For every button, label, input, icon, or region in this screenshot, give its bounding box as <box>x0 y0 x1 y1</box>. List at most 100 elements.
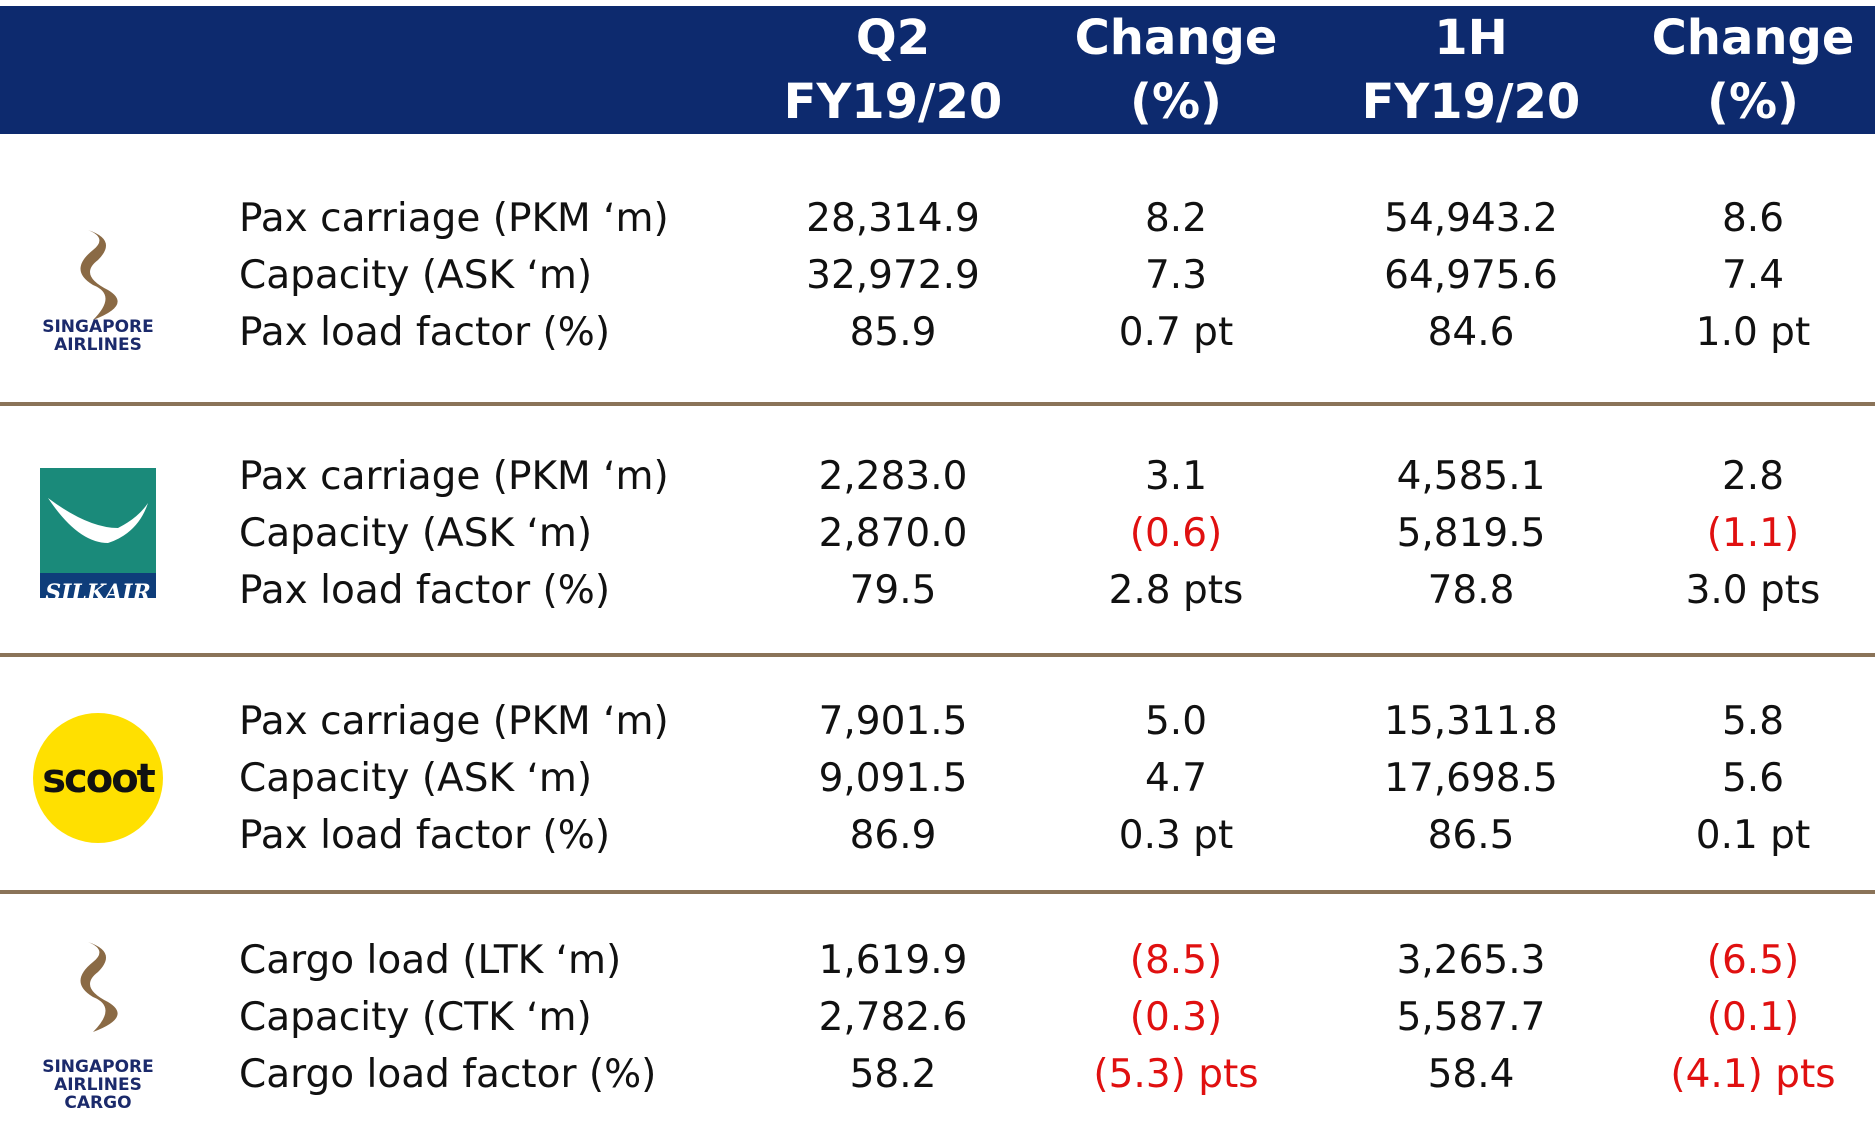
logo-graphic <box>33 713 163 843</box>
cell-value: 0.1 pt <box>1695 813 1811 858</box>
column-header-line: FY19/20 <box>783 74 1003 130</box>
row-label: Pax load factor (%) <box>239 310 611 355</box>
cell-value: 7.3 <box>1144 253 1208 298</box>
logo-text: AIRLINES <box>54 335 142 355</box>
cell-value: 1,619.9 <box>818 938 968 983</box>
column-header: Change (%) <box>1046 6 1306 134</box>
cell-value: 5.0 <box>1144 699 1208 744</box>
table-row: Pax load factor (%) 86.9 0.3 pt 86.5 0.1 pt <box>0 807 1875 864</box>
row-label: Cargo load factor (%) <box>239 1052 657 1097</box>
logo-text: SILKAIR <box>45 580 151 606</box>
row-label: Pax load factor (%) <box>239 568 611 613</box>
cell-value: 3,265.3 <box>1396 938 1546 983</box>
cell-value: 3.1 <box>1144 454 1208 499</box>
cell-value: 86.9 <box>849 813 937 858</box>
airline-logo: SILKAIR <box>18 448 178 619</box>
table-row: Pax carriage (PKM ‘m) 2,283.0 3.1 4,585.1 2.… <box>0 448 1875 505</box>
row-label: Capacity (ASK ‘m) <box>239 253 593 298</box>
cell-value: 4.7 <box>1144 756 1208 801</box>
airline-group: SILKAIR Pax carriage (PKM ‘m) 2,283.0 3.1 4,… <box>0 448 1875 619</box>
row-label: Capacity (ASK ‘m) <box>239 511 593 556</box>
cell-value: 8.2 <box>1144 196 1208 241</box>
logo-graphic <box>80 230 118 320</box>
cell-value: 5.6 <box>1721 756 1785 801</box>
cell-value: 5,587.7 <box>1396 995 1546 1040</box>
logo-text: SINGAPORE <box>42 1057 154 1077</box>
column-header-line: Change <box>1651 10 1855 66</box>
cell-value: 9,091.5 <box>818 756 968 801</box>
cell-value: 4,585.1 <box>1396 454 1546 499</box>
airline-logo: scoot <box>18 693 178 864</box>
logo-text: CARGO <box>64 1093 132 1113</box>
column-header-line: (%) <box>1707 74 1799 130</box>
cell-value: 1.0 pt <box>1695 310 1811 355</box>
logo-text: scoot <box>42 756 156 802</box>
cell-value: (6.5) <box>1706 938 1800 983</box>
cell-value: 7.4 <box>1721 253 1785 298</box>
cell-value: (1.1) <box>1706 511 1800 556</box>
airline-group: SINGAPORE AIRLINES Pax carriage (PKM ‘m) 28… <box>0 190 1875 361</box>
row-label: Pax carriage (PKM ‘m) <box>239 699 669 744</box>
row-label: Cargo load (LTK ‘m) <box>239 938 622 983</box>
table-row: Cargo load (LTK ‘m) 1,619.9 (8.5) 3,265.3 (6… <box>0 932 1875 989</box>
row-label: Pax carriage (PKM ‘m) <box>239 196 669 241</box>
cell-value: 2.8 <box>1721 454 1785 499</box>
table-row: Capacity (ASK ‘m) 32,972.9 7.3 64,975.6 7.4 <box>0 247 1875 304</box>
row-label: Capacity (CTK ‘m) <box>239 995 592 1040</box>
column-header-line: Q2 <box>855 10 931 66</box>
cell-value: 5.8 <box>1721 699 1785 744</box>
table-row: Capacity (ASK ‘m) 9,091.5 4.7 17,698.5 5.6 <box>0 750 1875 807</box>
logo-graphic <box>40 468 156 598</box>
table-row: Pax carriage (PKM ‘m) 7,901.5 5.0 15,311.8 5… <box>0 693 1875 750</box>
cell-value: (5.3) pts <box>1093 1052 1259 1097</box>
column-header: 1H FY19/20 <box>1341 6 1601 134</box>
table-row: Capacity (CTK ‘m) 2,782.6 (0.3) 5,587.7 (0.1… <box>0 989 1875 1046</box>
table-row: Pax load factor (%) 85.9 0.7 pt 84.6 1.0 pt <box>0 304 1875 361</box>
cell-value: 5,819.5 <box>1396 511 1546 556</box>
cell-value: 2,283.0 <box>818 454 968 499</box>
cell-value: (0.1) <box>1706 995 1800 1040</box>
cell-value: 8.6 <box>1721 196 1785 241</box>
cell-value: 0.3 pt <box>1118 813 1234 858</box>
cell-value: 32,972.9 <box>806 253 980 298</box>
cell-value: 84.6 <box>1427 310 1515 355</box>
cell-value: 85.9 <box>849 310 937 355</box>
airline-logo: SINGAPORE AIRLINES <box>18 190 178 361</box>
row-label: Capacity (ASK ‘m) <box>239 756 593 801</box>
cell-value: 2.8 pts <box>1108 568 1244 613</box>
cell-value: 28,314.9 <box>806 196 980 241</box>
divider <box>0 890 1875 894</box>
cell-value: 7,901.5 <box>818 699 968 744</box>
cell-value: 2,782.6 <box>818 995 968 1040</box>
cell-value: 0.7 pt <box>1118 310 1234 355</box>
logo-graphic <box>80 942 118 1032</box>
table-row: Capacity (ASK ‘m) 2,870.0 (0.6) 5,819.5 (1.1… <box>0 505 1875 562</box>
cell-value: 86.5 <box>1427 813 1515 858</box>
header-bar: Q2 FY19/20 Change (%) 1H FY19/20 Change (%) <box>0 6 1875 134</box>
column-header-line: (%) <box>1130 74 1222 130</box>
cell-value: 15,311.8 <box>1384 699 1558 744</box>
cell-value: 64,975.6 <box>1384 253 1558 298</box>
column-header-line: FY19/20 <box>1361 74 1581 130</box>
table-row: Pax load factor (%) 79.5 2.8 pts 78.8 3.0 pt… <box>0 562 1875 619</box>
cell-value: (4.1) pts <box>1670 1052 1836 1097</box>
column-header: Change (%) <box>1623 6 1875 134</box>
airline-group: scoot Pax carriage (PKM ‘m) 7,901.5 5.0 15,3… <box>0 693 1875 864</box>
cell-value: 17,698.5 <box>1384 756 1558 801</box>
cell-value: 2,870.0 <box>818 511 968 556</box>
airline-group: SINGAPORE AIRLINES CARGO Cargo load (LTK ‘m… <box>0 932 1875 1112</box>
cell-value: (0.3) <box>1129 995 1223 1040</box>
logo-text: SINGAPORE <box>42 317 154 337</box>
cell-value: 58.4 <box>1427 1052 1515 1097</box>
cell-value: (0.6) <box>1129 511 1223 556</box>
column-header-line: Change <box>1074 10 1278 66</box>
row-label: Pax carriage (PKM ‘m) <box>239 454 669 499</box>
column-header: Q2 FY19/20 <box>763 6 1023 134</box>
divider <box>0 653 1875 657</box>
cell-value: 78.8 <box>1427 568 1515 613</box>
cell-value: 58.2 <box>849 1052 937 1097</box>
column-header-line: 1H <box>1434 10 1508 66</box>
cell-value: (8.5) <box>1129 938 1223 983</box>
divider <box>0 402 1875 406</box>
